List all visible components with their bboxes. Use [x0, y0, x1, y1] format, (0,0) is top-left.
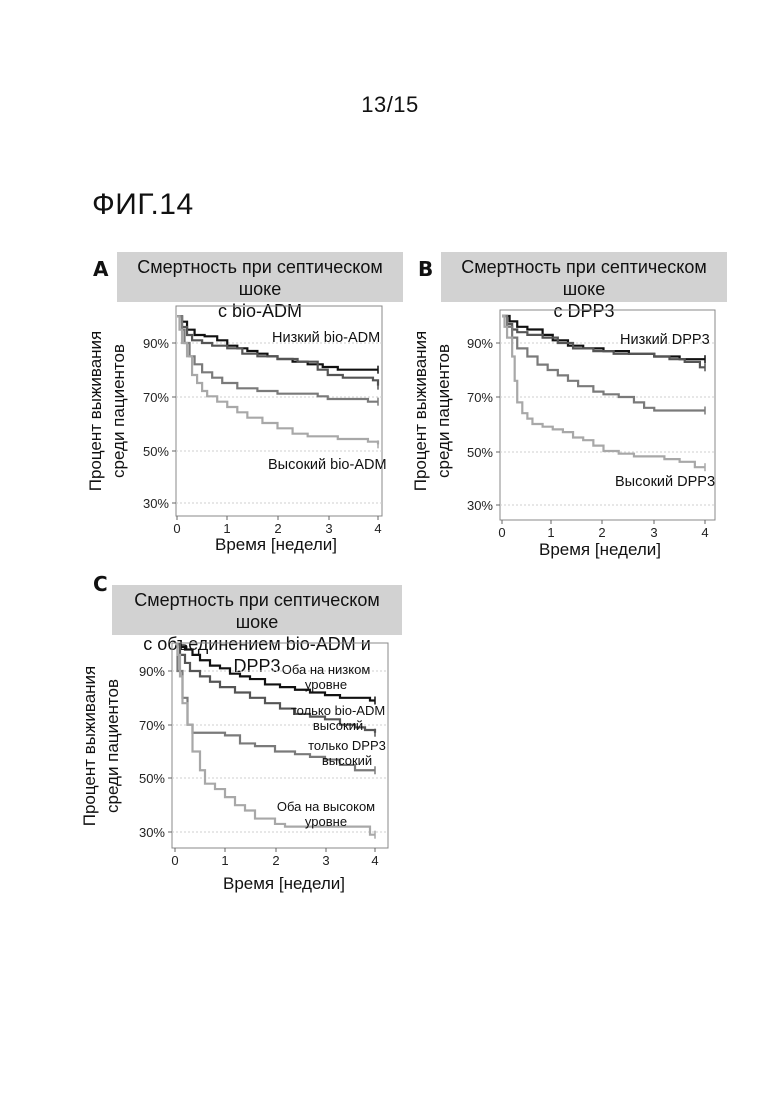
- x-tick-label: 0: [171, 853, 178, 868]
- x-tick-label: 3: [322, 853, 329, 868]
- panel-c-xlabel: Время [недели]: [194, 874, 374, 894]
- series-label: Оба на высокомуровне: [277, 799, 375, 829]
- y-tick-label: 90%: [139, 664, 165, 679]
- series-label: только DPP3высокий: [308, 738, 386, 768]
- y-tick-label: 30%: [139, 825, 165, 840]
- series-label: только bio-ADMвысокий: [291, 703, 385, 733]
- x-tick-label: 2: [272, 853, 279, 868]
- x-tick-label: 1: [221, 853, 228, 868]
- x-tick-label: 4: [371, 853, 378, 868]
- y-tick-label: 50%: [139, 771, 165, 786]
- y-tick-label: 70%: [139, 718, 165, 733]
